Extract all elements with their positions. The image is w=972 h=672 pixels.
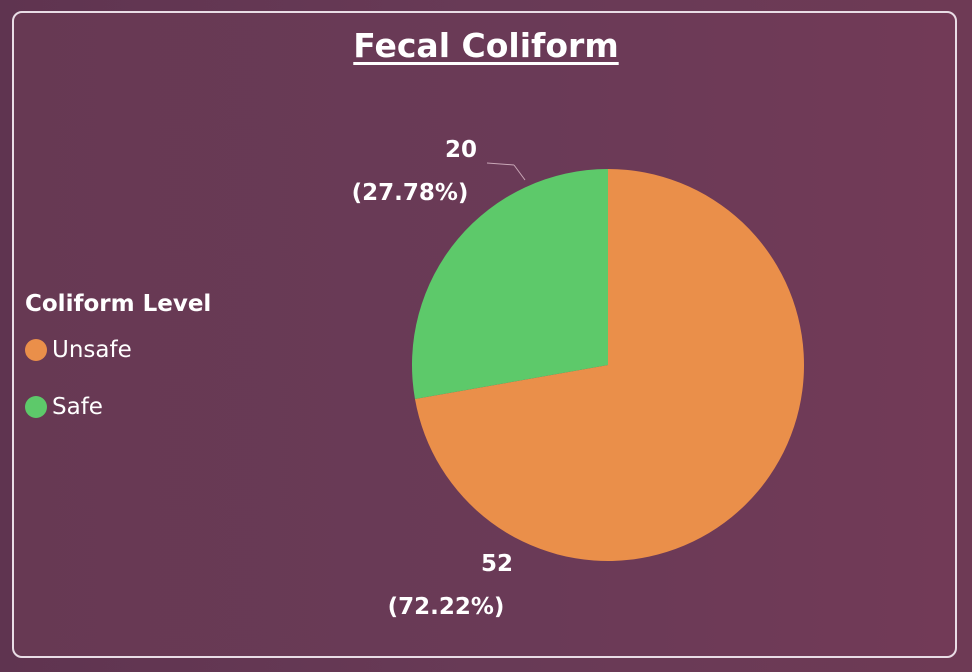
legend: Coliform Level Unsafe Safe (25, 291, 211, 449)
data-label-unsafe-value: 52 (481, 551, 513, 577)
leader-line-safe (486, 162, 515, 166)
leader-line-safe-2 (513, 164, 526, 181)
data-label-safe-percent: (27.78%) (352, 180, 469, 206)
legend-marker-unsafe (25, 339, 47, 361)
pie-slices (412, 169, 804, 561)
legend-label-safe: Safe (52, 394, 103, 420)
legend-marker-safe (25, 396, 47, 418)
chart-title: Fecal Coliform (353, 26, 619, 65)
legend-item-unsafe[interactable]: Unsafe (25, 335, 211, 365)
data-label-safe-value: 20 (445, 137, 477, 163)
legend-item-safe[interactable]: Safe (25, 392, 211, 422)
pie-slice-safe[interactable] (412, 169, 608, 400)
data-label-unsafe-percent: (72.22%) (388, 594, 505, 620)
pie-slice-unsafe[interactable] (414, 169, 804, 561)
legend-title: Coliform Level (25, 291, 212, 317)
legend-label-unsafe: Unsafe (52, 337, 132, 363)
